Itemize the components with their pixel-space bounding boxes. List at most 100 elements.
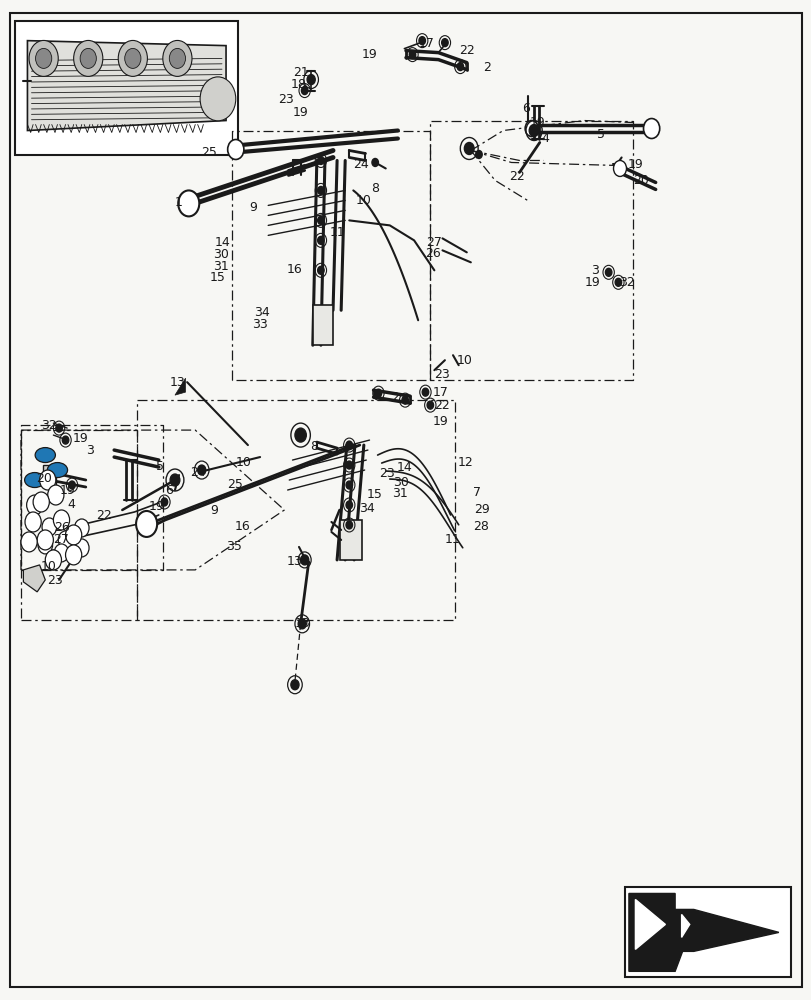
Text: 14: 14 [215,236,230,249]
Circle shape [66,525,82,545]
Circle shape [74,40,103,76]
Ellipse shape [35,448,55,463]
Text: 19: 19 [529,116,544,129]
Text: 10: 10 [236,456,251,469]
Circle shape [345,481,352,489]
Text: 10: 10 [456,354,472,367]
Circle shape [615,278,621,286]
Polygon shape [24,565,45,592]
Text: 3: 3 [86,444,94,457]
Text: 19: 19 [627,158,642,171]
Circle shape [161,498,168,506]
Text: 23: 23 [378,467,394,480]
Text: 18: 18 [290,78,307,91]
Circle shape [38,536,53,554]
Circle shape [75,539,89,557]
Circle shape [56,424,62,432]
Bar [312,305,333,345]
Text: 6: 6 [165,484,173,497]
Text: 32: 32 [41,419,57,432]
Text: 5: 5 [596,128,604,141]
Text: 11: 11 [444,533,460,546]
Text: 22: 22 [458,44,474,57]
Circle shape [58,531,73,549]
Text: 19: 19 [293,106,308,119]
Circle shape [25,512,41,532]
Text: 27: 27 [426,236,442,249]
Text: 20: 20 [36,472,53,485]
Text: 20: 20 [633,174,648,187]
Text: 22: 22 [508,170,524,183]
Ellipse shape [24,473,45,488]
Circle shape [317,186,324,194]
Circle shape [422,388,428,396]
Circle shape [125,48,141,68]
Text: 8: 8 [371,182,379,195]
Text: 24: 24 [353,158,369,171]
Text: 17: 17 [432,386,448,399]
Ellipse shape [47,463,67,478]
Text: 25: 25 [201,146,217,159]
Text: 5: 5 [156,460,163,473]
Text: 13: 13 [294,617,310,630]
Circle shape [163,40,191,76]
Text: 19: 19 [361,48,377,61]
Text: 1: 1 [175,196,182,209]
Circle shape [345,461,352,469]
Text: 15: 15 [210,271,225,284]
Circle shape [605,268,611,276]
Text: 33: 33 [252,318,268,331]
Circle shape [54,510,70,530]
Text: 16: 16 [286,263,302,276]
Text: 19: 19 [432,415,448,428]
Text: 3: 3 [590,264,598,277]
Polygon shape [635,899,664,949]
Circle shape [21,532,37,552]
Circle shape [371,158,378,166]
Circle shape [33,492,49,512]
Circle shape [464,142,474,154]
Circle shape [345,441,352,449]
Circle shape [441,39,448,47]
Circle shape [169,48,185,68]
Text: 26: 26 [54,521,70,534]
Text: 30: 30 [393,476,409,489]
Text: 13: 13 [287,555,303,568]
Bar [15,21,238,155]
Circle shape [613,160,626,176]
Circle shape [227,140,243,159]
Circle shape [317,156,324,164]
Text: 28: 28 [473,520,489,533]
Polygon shape [48,550,59,567]
Circle shape [69,481,75,489]
Circle shape [375,389,381,397]
Circle shape [475,150,482,158]
Circle shape [427,401,433,409]
Circle shape [300,555,308,565]
Text: 31: 31 [391,487,407,500]
Circle shape [200,77,235,121]
Circle shape [197,465,205,475]
Circle shape [457,63,463,71]
Text: 14: 14 [396,461,412,474]
Text: 13: 13 [169,376,185,389]
Text: 30: 30 [213,248,229,261]
Text: 34: 34 [358,502,375,515]
Circle shape [75,519,89,537]
Text: 23: 23 [278,93,294,106]
Circle shape [317,236,324,244]
Circle shape [40,470,56,490]
Text: 7: 7 [473,486,481,499]
Circle shape [42,518,57,536]
Bar [624,887,790,977]
Circle shape [317,266,324,274]
Circle shape [401,396,408,404]
Text: 8: 8 [310,440,318,453]
Circle shape [45,550,62,570]
Circle shape [29,40,58,76]
Circle shape [345,521,352,529]
Text: 27: 27 [54,533,70,546]
Circle shape [345,501,352,509]
Circle shape [529,125,539,137]
Circle shape [118,40,148,76]
